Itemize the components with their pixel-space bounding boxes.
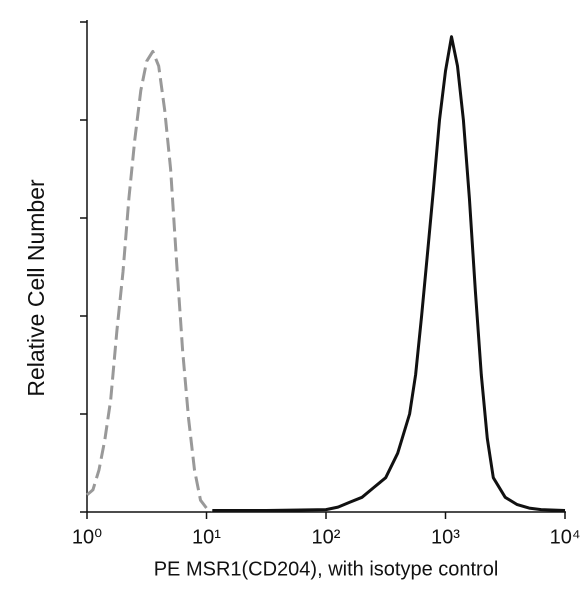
- x-tick-label: 10³: [431, 526, 460, 548]
- x-tick-label: 10¹: [192, 526, 221, 548]
- histogram-line: [212, 35, 566, 512]
- x-axis-title: PE MSR1(CD204), with isotype control: [154, 558, 499, 580]
- histogram-line: [86, 49, 213, 512]
- x-tick-label: 10²: [312, 526, 341, 548]
- y-axis-title: Relative Cell Number: [23, 179, 49, 397]
- x-tick-label: 10⁴: [550, 526, 581, 548]
- x-tick-label: 10⁰: [72, 526, 102, 548]
